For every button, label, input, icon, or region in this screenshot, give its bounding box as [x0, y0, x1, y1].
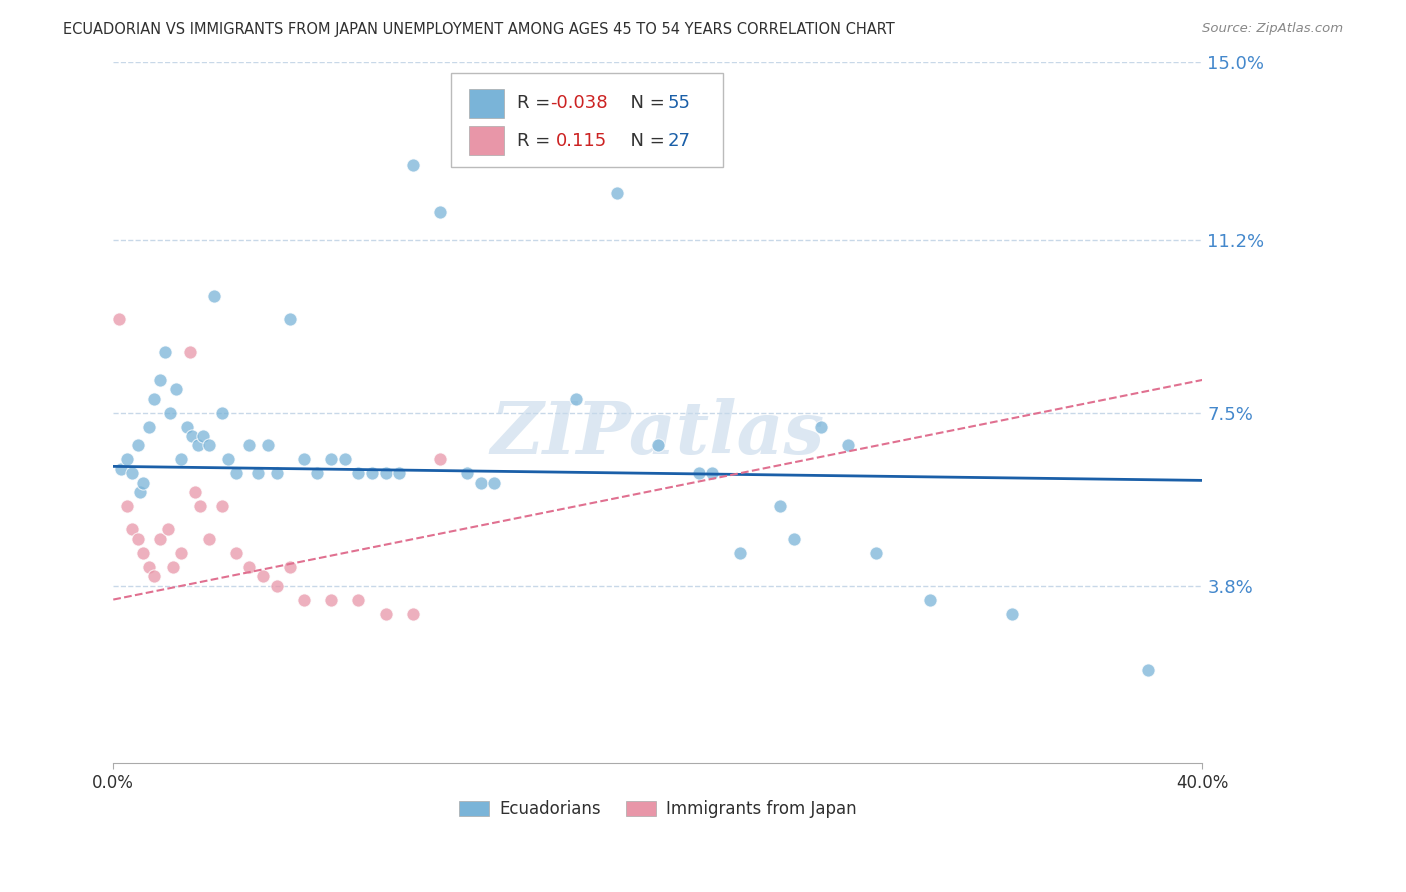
Point	[865, 546, 887, 560]
Point	[374, 607, 396, 621]
Point	[278, 312, 301, 326]
Point	[211, 499, 233, 513]
Point	[388, 467, 411, 481]
Point	[191, 429, 214, 443]
Point	[184, 485, 207, 500]
Point	[225, 546, 247, 560]
Point	[238, 438, 260, 452]
Text: 27: 27	[668, 132, 690, 150]
Point	[702, 467, 724, 481]
Point	[138, 559, 160, 574]
Text: ZIPatlas: ZIPatlas	[491, 398, 825, 469]
Point	[429, 204, 451, 219]
Point	[278, 559, 301, 574]
Point	[143, 569, 166, 583]
Point	[190, 499, 212, 513]
Point	[148, 373, 170, 387]
Text: 0.115: 0.115	[555, 132, 607, 150]
Point	[132, 475, 155, 490]
Point	[1137, 663, 1160, 677]
Point	[148, 532, 170, 546]
Point	[266, 578, 288, 592]
Text: R =: R =	[517, 95, 557, 112]
Point	[565, 392, 588, 406]
Point	[162, 559, 184, 574]
Point	[361, 467, 384, 481]
Point	[402, 607, 425, 621]
Point	[319, 592, 342, 607]
Point	[307, 467, 329, 481]
Text: N =: N =	[619, 95, 671, 112]
Point	[470, 475, 492, 490]
Point	[402, 158, 425, 172]
Point	[121, 523, 143, 537]
Point	[1001, 607, 1024, 621]
Point	[165, 382, 187, 396]
Point	[920, 592, 942, 607]
Point	[266, 467, 288, 481]
Point	[129, 485, 152, 500]
Point	[176, 419, 198, 434]
Point	[456, 467, 478, 481]
Point	[170, 546, 193, 560]
Point	[115, 499, 138, 513]
Point	[769, 499, 792, 513]
Point	[156, 523, 179, 537]
Point	[347, 592, 370, 607]
Point	[170, 452, 193, 467]
Point	[238, 559, 260, 574]
Legend: Ecuadorians, Immigrants from Japan: Ecuadorians, Immigrants from Japan	[453, 794, 863, 825]
Point	[127, 438, 149, 452]
Point	[115, 452, 138, 467]
FancyBboxPatch shape	[470, 126, 505, 155]
Point	[252, 569, 274, 583]
Text: N =: N =	[619, 132, 671, 150]
Point	[292, 592, 315, 607]
Point	[292, 452, 315, 467]
Point	[225, 467, 247, 481]
Point	[143, 392, 166, 406]
Point	[138, 419, 160, 434]
Point	[159, 406, 181, 420]
Point	[211, 406, 233, 420]
Point	[728, 546, 751, 560]
FancyBboxPatch shape	[451, 72, 723, 168]
Text: Source: ZipAtlas.com: Source: ZipAtlas.com	[1202, 22, 1343, 36]
Point	[197, 438, 219, 452]
Point	[187, 438, 209, 452]
Point	[132, 546, 155, 560]
Point	[181, 429, 204, 443]
Text: -0.038: -0.038	[550, 95, 607, 112]
Point	[347, 467, 370, 481]
Point	[688, 467, 710, 481]
Text: 55: 55	[668, 95, 690, 112]
Point	[153, 344, 176, 359]
Text: ECUADORIAN VS IMMIGRANTS FROM JAPAN UNEMPLOYMENT AMONG AGES 45 TO 54 YEARS CORRE: ECUADORIAN VS IMMIGRANTS FROM JAPAN UNEM…	[63, 22, 896, 37]
Point	[510, 125, 533, 139]
FancyBboxPatch shape	[470, 89, 505, 119]
Point	[606, 186, 628, 200]
Point	[319, 452, 342, 467]
Point	[333, 452, 356, 467]
Point	[837, 438, 859, 452]
Point	[810, 419, 832, 434]
Point	[121, 467, 143, 481]
Point	[107, 312, 129, 326]
Point	[257, 438, 280, 452]
Point	[217, 452, 239, 467]
Point	[374, 467, 396, 481]
Point	[197, 532, 219, 546]
Point	[202, 289, 225, 303]
Point	[127, 532, 149, 546]
Text: R =: R =	[517, 132, 562, 150]
Point	[110, 461, 132, 475]
Point	[429, 452, 451, 467]
Point	[246, 467, 269, 481]
Point	[647, 438, 669, 452]
Point	[783, 532, 806, 546]
Point	[484, 475, 506, 490]
Point	[179, 344, 201, 359]
